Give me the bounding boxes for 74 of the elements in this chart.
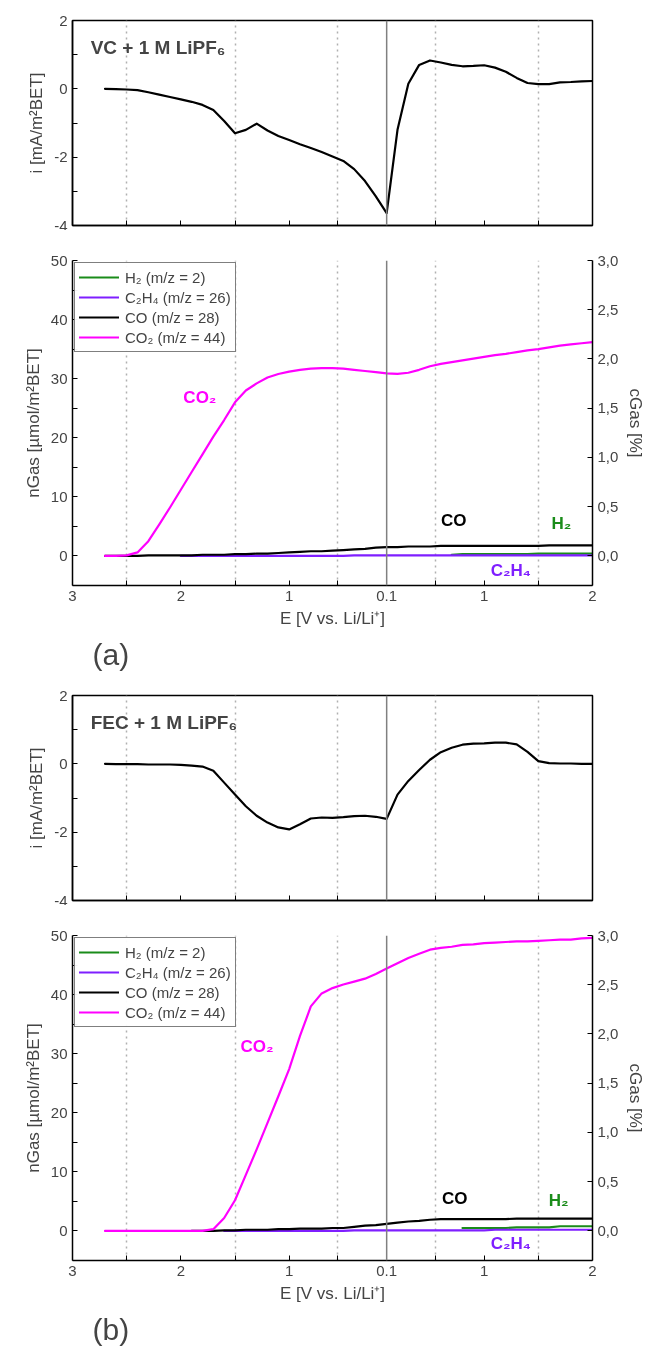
y-tick-label: -2 — [54, 148, 68, 166]
y2-tick-label: 2,5 — [597, 300, 619, 318]
y2-tick-label: 3,0 — [597, 251, 619, 269]
y2-axis-title: cGas [%] — [626, 388, 646, 458]
text: (a) — [92, 637, 130, 671]
x-tick-label: 1 — [285, 1261, 294, 1279]
legend-label: CO₂ (m/z = 44) — [125, 328, 226, 346]
y2-tick-label: 0,0 — [597, 1221, 619, 1239]
y-axis-title: i [mA/m²BET] — [27, 72, 47, 174]
annotation: C₂H₄ — [490, 561, 531, 581]
y-tick-label: 40 — [50, 985, 68, 1003]
x-tick-label: 0.1 — [376, 1261, 398, 1279]
legend-label: H₂ (m/z = 2) — [125, 943, 206, 961]
y-tick-label: 20 — [50, 428, 68, 446]
x-tick-label: 3 — [68, 586, 77, 604]
y-tick-label: -4 — [54, 891, 68, 909]
y-tick-label: 10 — [50, 1162, 68, 1180]
y2-tick-label: 1,0 — [597, 1123, 619, 1141]
y-axis-title: nGas [µmol/m²BET] — [23, 348, 43, 498]
y-tick-label: 20 — [50, 1103, 68, 1121]
legend-label: C₂H₄ (m/z = 26) — [125, 288, 231, 306]
legend-label: CO (m/z = 28) — [125, 308, 220, 326]
x-tick-label: 2 — [176, 1261, 186, 1279]
y2-tick-label: 2,0 — [597, 1024, 619, 1042]
legend-label: CO₂ (m/z = 44) — [125, 1003, 226, 1021]
x-tick-label: 1 — [480, 586, 489, 604]
annotation: CO₂ — [240, 1036, 274, 1056]
y2-tick-label: 1,0 — [597, 448, 619, 466]
y-tick-label: 10 — [50, 487, 68, 505]
x-axis-title: E [V vs. Li/Li⁺] — [279, 1283, 386, 1303]
y-tick-label: 50 — [50, 251, 68, 269]
y2-tick-label: 3,0 — [597, 926, 619, 944]
annotation: FEC + 1 M LiPF₆ — [90, 711, 238, 733]
y2-tick-label: 2,0 — [597, 349, 619, 367]
legend-label: C₂H₄ (m/z = 26) — [125, 963, 231, 981]
y2-axis-title: cGas [%] — [626, 1063, 646, 1133]
y-tick-label: 50 — [50, 926, 68, 944]
y2-tick-label: 1,5 — [597, 399, 619, 417]
x-axis-title: E [V vs. Li/Li⁺] — [279, 608, 386, 628]
y2-tick-label: 0,5 — [597, 497, 619, 515]
y-tick-label: 2 — [59, 686, 68, 704]
y-tick-label: -2 — [54, 823, 68, 841]
y-tick-label: -4 — [54, 216, 68, 234]
y-tick-label: 0 — [59, 546, 68, 564]
legend-label: CO (m/z = 28) — [125, 983, 220, 1001]
x-tick-label: 3 — [68, 1261, 77, 1279]
x-tick-label: 2 — [176, 586, 186, 604]
y2-tick-label: 0,5 — [597, 1172, 619, 1190]
annotation: VC + 1 M LiPF₆ — [90, 36, 226, 58]
annotation: CO — [441, 1189, 468, 1209]
y-tick-label: 30 — [50, 1044, 68, 1062]
text: (b) — [92, 1312, 130, 1346]
y-tick-label: 30 — [50, 369, 68, 387]
x-tick-label: 1 — [480, 1261, 489, 1279]
annotation: C₂H₄ — [490, 1234, 531, 1254]
y2-tick-label: 0,0 — [597, 546, 619, 564]
y-tick-label: 0 — [59, 1221, 68, 1239]
y2-tick-label: 1,5 — [597, 1074, 619, 1092]
annotation: CO₂ — [183, 387, 217, 407]
y-tick-label: 40 — [50, 310, 68, 328]
y-axis-title: i [mA/m²BET] — [27, 747, 47, 849]
annotation: H₂ — [548, 1190, 569, 1210]
x-tick-label: 2 — [588, 1261, 597, 1279]
y-tick-label: 0 — [59, 754, 68, 772]
y-axis-title: nGas [µmol/m²BET] — [23, 1023, 43, 1173]
x-tick-label: 1 — [285, 586, 294, 604]
y-tick-label: 2 — [59, 11, 68, 29]
x-tick-label: 2 — [588, 586, 597, 604]
y-tick-label: 0 — [59, 79, 68, 97]
annotation: CO — [440, 511, 467, 530]
y2-tick-label: 2,5 — [597, 975, 619, 993]
x-tick-label: 0.1 — [376, 586, 398, 604]
annotation: H₂ — [551, 514, 572, 534]
legend-label: H₂ (m/z = 2) — [125, 268, 206, 286]
